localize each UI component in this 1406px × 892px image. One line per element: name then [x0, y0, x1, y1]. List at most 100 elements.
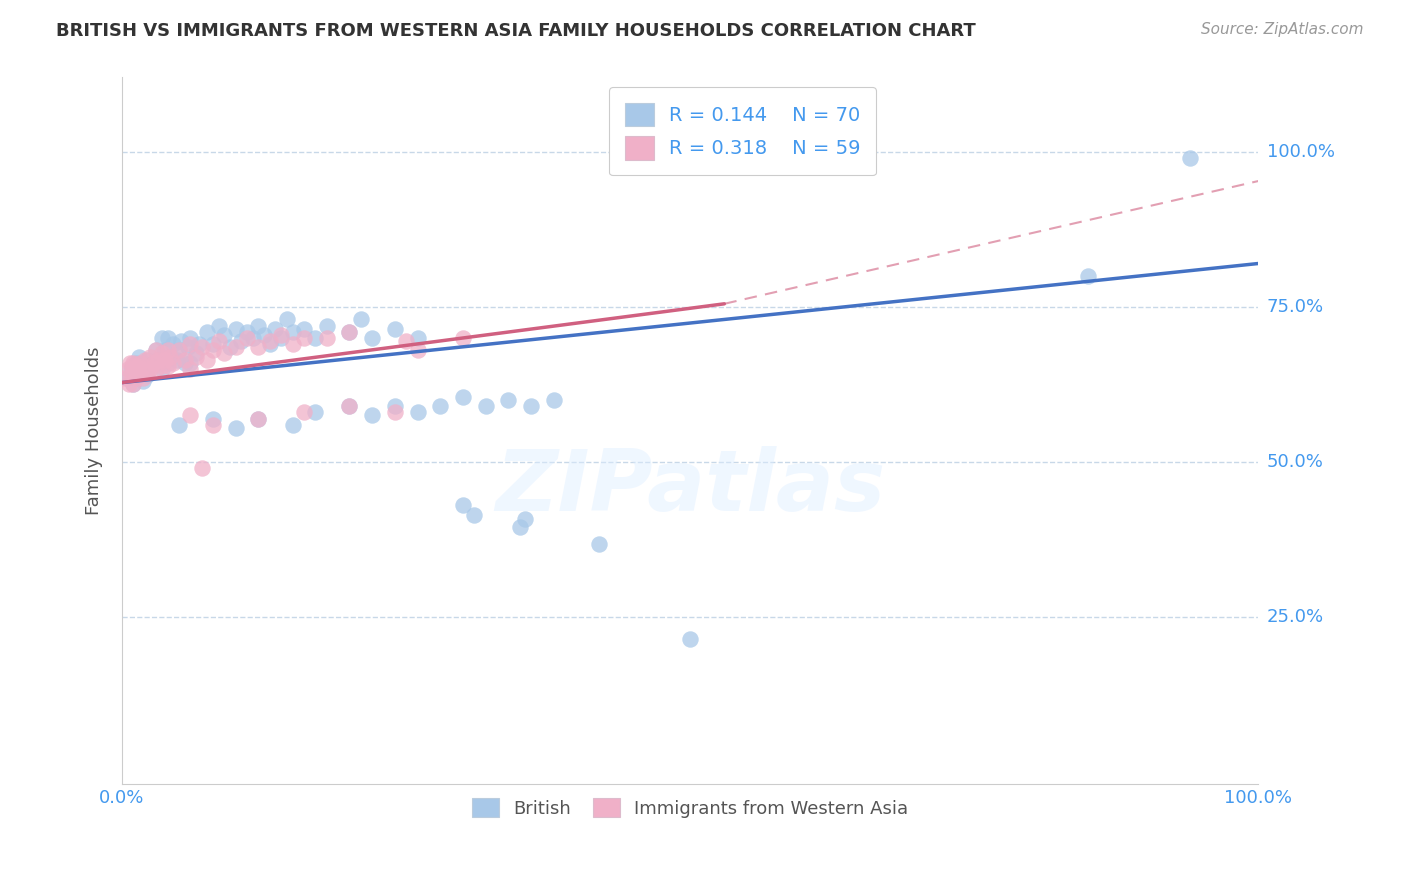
Point: [281, 325, 304, 339]
Point: [122, 377, 145, 392]
Point: [148, 352, 170, 367]
Point: [173, 352, 195, 367]
Point: [231, 334, 253, 348]
Point: [208, 318, 231, 333]
Point: [276, 312, 298, 326]
Point: [247, 411, 270, 425]
Text: 25.0%: 25.0%: [1267, 608, 1324, 626]
Point: [679, 632, 702, 646]
Point: [219, 340, 242, 354]
Point: [145, 343, 167, 358]
Point: [142, 356, 165, 370]
Point: [406, 343, 429, 358]
Point: [184, 350, 207, 364]
Point: [156, 343, 179, 358]
Point: [156, 359, 179, 373]
Point: [117, 362, 139, 376]
Point: [170, 334, 193, 348]
Point: [167, 343, 190, 358]
Point: [201, 337, 224, 351]
Point: [304, 331, 326, 345]
Point: [292, 321, 315, 335]
Point: [188, 337, 211, 351]
Point: [214, 327, 236, 342]
Point: [122, 356, 145, 370]
Point: [190, 461, 212, 475]
Point: [190, 340, 212, 354]
Point: [236, 325, 259, 339]
Point: [155, 352, 177, 367]
Point: [509, 520, 531, 534]
Point: [184, 346, 207, 360]
Text: 50.0%: 50.0%: [1267, 453, 1323, 471]
Point: [134, 352, 156, 367]
Point: [208, 334, 231, 348]
Point: [292, 331, 315, 345]
Point: [131, 371, 153, 385]
Point: [179, 356, 201, 370]
Point: [337, 325, 360, 339]
Point: [520, 399, 543, 413]
Point: [150, 362, 173, 376]
Point: [474, 399, 496, 413]
Point: [118, 356, 141, 370]
Point: [236, 331, 259, 345]
Point: [128, 365, 150, 379]
Point: [201, 411, 224, 425]
Point: [337, 325, 360, 339]
Point: [384, 399, 406, 413]
Legend: British, Immigrants from Western Asia: British, Immigrants from Western Asia: [465, 791, 915, 825]
Point: [166, 352, 188, 367]
Point: [588, 537, 610, 551]
Point: [159, 350, 181, 364]
Point: [1077, 268, 1099, 283]
Point: [361, 331, 384, 345]
Point: [451, 331, 474, 345]
Point: [281, 337, 304, 351]
Point: [159, 350, 181, 364]
Point: [148, 356, 170, 370]
Point: [406, 405, 429, 419]
Point: [451, 390, 474, 404]
Point: [384, 405, 406, 419]
Point: [281, 417, 304, 432]
Text: 75.0%: 75.0%: [1267, 298, 1324, 316]
Point: [167, 343, 190, 358]
Point: [179, 337, 201, 351]
Point: [139, 362, 162, 376]
Point: [121, 359, 143, 373]
Point: [150, 331, 173, 345]
Point: [395, 334, 418, 348]
Point: [337, 399, 360, 413]
Point: [259, 337, 281, 351]
Point: [120, 362, 142, 376]
Point: [125, 365, 148, 379]
Point: [136, 352, 159, 367]
Point: [242, 331, 264, 345]
Point: [195, 325, 218, 339]
Point: [162, 356, 184, 370]
Point: [129, 356, 152, 370]
Point: [145, 362, 167, 376]
Point: [114, 371, 136, 385]
Y-axis label: Family Households: Family Households: [86, 347, 103, 516]
Point: [120, 368, 142, 383]
Point: [139, 350, 162, 364]
Point: [201, 343, 224, 358]
Point: [429, 399, 451, 413]
Point: [225, 421, 247, 435]
Point: [247, 411, 270, 425]
Point: [1180, 151, 1202, 165]
Point: [451, 499, 474, 513]
Point: [350, 312, 373, 326]
Point: [150, 346, 173, 360]
Point: [214, 346, 236, 360]
Point: [156, 356, 179, 370]
Point: [156, 331, 179, 345]
Point: [315, 331, 337, 345]
Point: [127, 359, 149, 373]
Point: [304, 405, 326, 419]
Point: [117, 371, 139, 385]
Point: [150, 359, 173, 373]
Point: [264, 321, 287, 335]
